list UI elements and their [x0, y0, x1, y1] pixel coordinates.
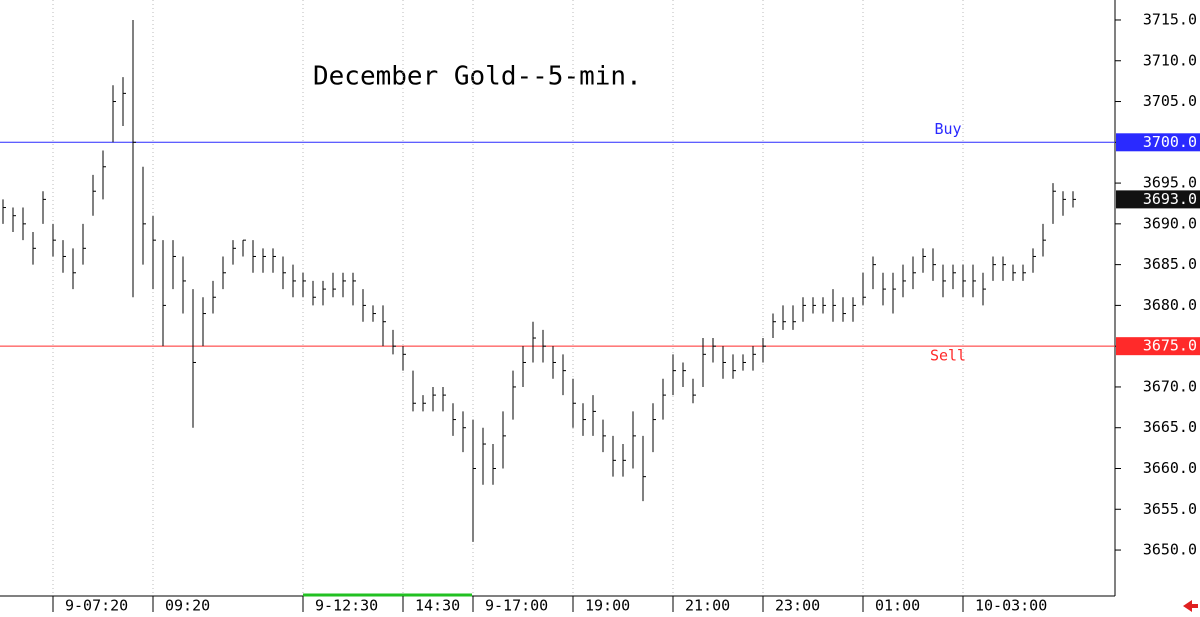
x-tick-label: 21:00: [685, 597, 730, 615]
chart-title: December Gold--5-min.: [313, 62, 642, 92]
x-tick-label: 9-07:20: [65, 597, 128, 615]
y-tick-label: 3665.0: [1143, 418, 1197, 436]
y-tick-label: 3670.0: [1143, 377, 1197, 395]
y-tick-label: 3660.0: [1143, 459, 1197, 477]
level-label: Buy: [934, 120, 961, 138]
scroll-arrow: [1183, 600, 1198, 612]
x-tick-label: 23:00: [775, 597, 820, 615]
x-tick-label: 14:30: [415, 597, 460, 615]
y-tick-label: 3710.0: [1143, 51, 1197, 69]
y-tick-label: 3690.0: [1143, 214, 1197, 232]
x-tick-label: 9-17:00: [485, 597, 548, 615]
last-price-box: [1116, 190, 1200, 209]
price-box: [1116, 337, 1200, 356]
price-box-label: 3675.0: [1143, 337, 1197, 355]
y-tick-label: 3650.0: [1143, 541, 1197, 559]
last-price-label: 3693.0: [1143, 190, 1197, 208]
price-box: [1116, 133, 1200, 152]
x-tick-label: 19:00: [585, 597, 630, 615]
x-tick-label: 09:20: [165, 597, 210, 615]
y-tick-label: 3680.0: [1143, 296, 1197, 314]
y-tick-label: 3685.0: [1143, 255, 1197, 273]
x-tick-label: 9-12:30: [315, 597, 378, 615]
y-tick-label: 3695.0: [1143, 174, 1197, 192]
level-label: Sell: [930, 347, 966, 365]
x-tick-label: 10-03:00: [975, 597, 1047, 615]
y-tick-label: 3655.0: [1143, 500, 1197, 518]
y-tick-label: 3715.0: [1143, 10, 1197, 28]
price-box-label: 3700.0: [1143, 133, 1197, 151]
y-tick-label: 3705.0: [1143, 92, 1197, 110]
x-tick-label: 01:00: [875, 597, 920, 615]
